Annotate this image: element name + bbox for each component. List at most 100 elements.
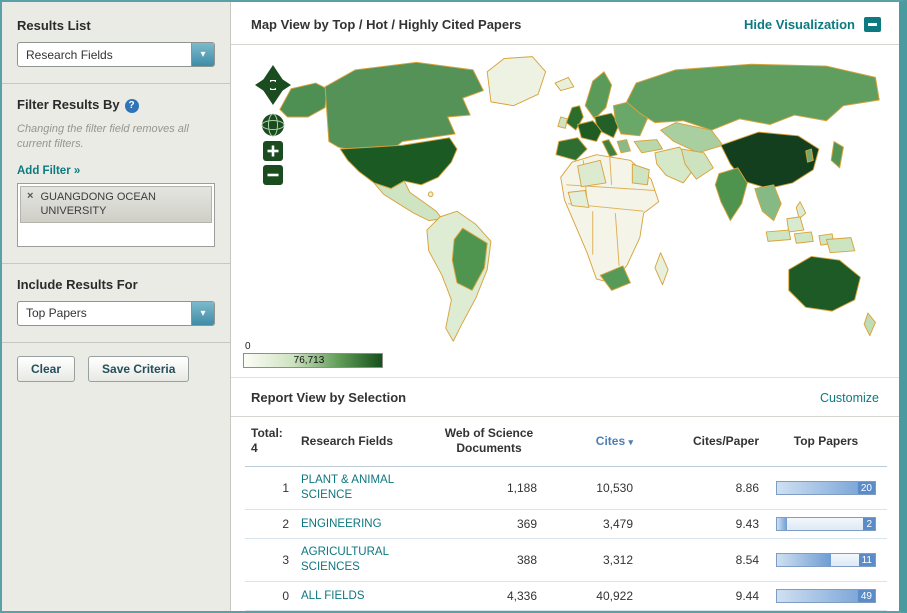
- map-region-borneo[interactable]: [787, 217, 804, 232]
- top-papers-value: 20: [858, 482, 875, 494]
- top-papers-value: 11: [859, 554, 875, 566]
- report-view-title: Report View by Selection: [251, 390, 406, 405]
- top-papers-bar[interactable]: 20: [776, 481, 876, 495]
- save-criteria-button[interactable]: Save Criteria: [88, 356, 189, 382]
- map-region-west-africa[interactable]: [568, 190, 589, 207]
- column-header-top-papers[interactable]: Top Papers: [765, 417, 887, 467]
- field-link-engineering[interactable]: ENGINEERING: [301, 517, 382, 532]
- map-panel-header: Map View by Top / Hot / Highly Cited Pap…: [231, 2, 899, 45]
- map-legend: 0 76,713: [243, 341, 383, 368]
- map-region-canada[interactable]: [325, 62, 483, 151]
- include-results-label: Include Results For: [17, 277, 215, 292]
- divider: [2, 263, 230, 264]
- map-region-papua-new-guinea[interactable]: [826, 238, 854, 253]
- globe-icon[interactable]: [262, 114, 284, 136]
- world-map[interactable]: 0 76,713: [231, 45, 899, 378]
- field-link-all-fields[interactable]: ALL FIELDS: [301, 589, 365, 604]
- table-row-agricultural-sciences: 3 AGRICULTURAL SCIENCES 388 3,312 8.54 1…: [245, 539, 887, 582]
- map-region-iberia[interactable]: [556, 138, 587, 161]
- map-region-iceland[interactable]: [555, 77, 574, 90]
- collapse-icon[interactable]: [864, 17, 881, 32]
- wos-documents-value: 4,336: [435, 582, 543, 611]
- results-list-section: Results List Research Fields ▾: [17, 18, 215, 67]
- column-header-cites-per-paper[interactable]: Cites/Paper: [639, 417, 765, 467]
- top-papers-bar[interactable]: 49: [776, 589, 876, 603]
- row-rank: 2: [245, 510, 295, 539]
- filter-chip-guangdong-ocean-university[interactable]: × GUANGDONG OCEAN UNIVERSITY: [20, 186, 212, 224]
- remove-filter-icon[interactable]: ×: [27, 190, 33, 203]
- legend-min-label: 0: [245, 341, 383, 352]
- map-region-italy[interactable]: [602, 140, 617, 157]
- include-results-select[interactable]: Top Papers ▾: [17, 301, 215, 326]
- map-region-korea[interactable]: [806, 149, 814, 162]
- help-icon[interactable]: ?: [125, 99, 139, 113]
- total-label: Total:: [251, 426, 289, 441]
- map-region-india[interactable]: [715, 168, 747, 221]
- map-region-balkans[interactable]: [617, 140, 630, 153]
- map-region-australia[interactable]: [789, 256, 861, 311]
- sidebar-buttons: Clear Save Criteria: [17, 356, 215, 382]
- filter-results-by-label: Filter Results By?: [17, 97, 215, 113]
- clear-button[interactable]: Clear: [17, 356, 75, 382]
- row-rank: 1: [245, 467, 295, 510]
- pan-down-button[interactable]: [263, 90, 283, 105]
- map-region-greenland[interactable]: [487, 57, 545, 106]
- field-link-agricultural-sciences[interactable]: AGRICULTURAL SCIENCES: [301, 545, 429, 575]
- chevron-down-icon[interactable]: ▾: [191, 301, 214, 326]
- map-region-japan[interactable]: [831, 141, 843, 167]
- map-region-russia[interactable]: [627, 64, 880, 130]
- customize-link[interactable]: Customize: [820, 391, 879, 405]
- hide-visualization-link[interactable]: Hide Visualization: [744, 17, 855, 32]
- cites-per-paper-value: 9.44: [639, 582, 765, 611]
- column-header-wos-documents[interactable]: Web of Science Documents: [435, 417, 543, 467]
- cites-value: 3,479: [543, 510, 639, 539]
- top-papers-bar[interactable]: 11: [776, 553, 876, 567]
- map-region-philippines[interactable]: [796, 202, 805, 219]
- filter-note: Changing the filter field removes all cu…: [17, 122, 215, 153]
- cites-per-paper-value: 8.86: [639, 467, 765, 510]
- map-region-madagascar[interactable]: [655, 253, 668, 285]
- top-papers-value: 49: [858, 590, 875, 602]
- total-count-block: Total: 4: [245, 417, 295, 467]
- cites-per-paper-value: 9.43: [639, 510, 765, 539]
- filter-chip-label: GUANGDONG OCEAN UNIVERSITY: [40, 190, 205, 219]
- map-region-scandinavia[interactable]: [585, 72, 611, 119]
- map-region-egypt[interactable]: [632, 164, 649, 185]
- column-header-research-fields[interactable]: Research Fields: [295, 417, 435, 467]
- map-region-ireland[interactable]: [558, 117, 567, 128]
- filter-results-by-text: Filter Results By: [17, 97, 120, 112]
- results-list-selected-value: Research Fields: [18, 48, 113, 62]
- add-filter-link[interactable]: Add Filter »: [17, 165, 80, 177]
- map-region-indonesia[interactable]: [766, 230, 834, 245]
- cites-value: 10,530: [543, 467, 639, 510]
- divider: [2, 342, 230, 343]
- map-view-title: Map View by Top / Hot / Highly Cited Pap…: [251, 17, 521, 32]
- row-rank: 0: [245, 582, 295, 611]
- map-region-turkey[interactable]: [634, 140, 662, 153]
- total-value: 4: [251, 441, 289, 456]
- map-region-caribbean[interactable]: [428, 192, 433, 197]
- chevron-down-icon[interactable]: ▾: [191, 42, 214, 67]
- include-results-selected-value: Top Papers: [18, 306, 87, 320]
- include-results-section: Include Results For Top Papers ▾: [17, 277, 215, 326]
- top-papers-bar-fill: [777, 554, 831, 566]
- cites-value: 3,312: [543, 539, 639, 582]
- field-link-plant-animal-science[interactable]: PLANT & ANIMAL SCIENCE: [301, 473, 429, 503]
- sort-desc-icon: ▾: [628, 437, 633, 447]
- filter-section: Filter Results By? Changing the filter f…: [17, 97, 215, 247]
- wos-documents-value: 369: [435, 510, 543, 539]
- table-row-all-fields: 0 ALL FIELDS 4,336 40,922 9.44 49: [245, 582, 887, 611]
- pan-center-button[interactable]: [269, 81, 277, 89]
- wos-documents-value: 1,188: [435, 467, 543, 510]
- map-region-mexico[interactable]: [374, 181, 442, 221]
- map-controls: [251, 61, 295, 191]
- top-papers-bar[interactable]: 2: [776, 517, 876, 531]
- column-header-cites[interactable]: Cites ▾: [543, 417, 639, 467]
- main-panel: Map View by Top / Hot / Highly Cited Pap…: [231, 2, 899, 611]
- legend-max-label: 76,713: [294, 355, 325, 366]
- results-list-select[interactable]: Research Fields ▾: [17, 42, 215, 67]
- top-papers-bar-fill: [777, 518, 787, 530]
- sidebar: Results List Research Fields ▾ Filter Re…: [2, 2, 231, 611]
- map-region-new-zealand[interactable]: [864, 313, 875, 336]
- map-region-indochina[interactable]: [755, 185, 781, 221]
